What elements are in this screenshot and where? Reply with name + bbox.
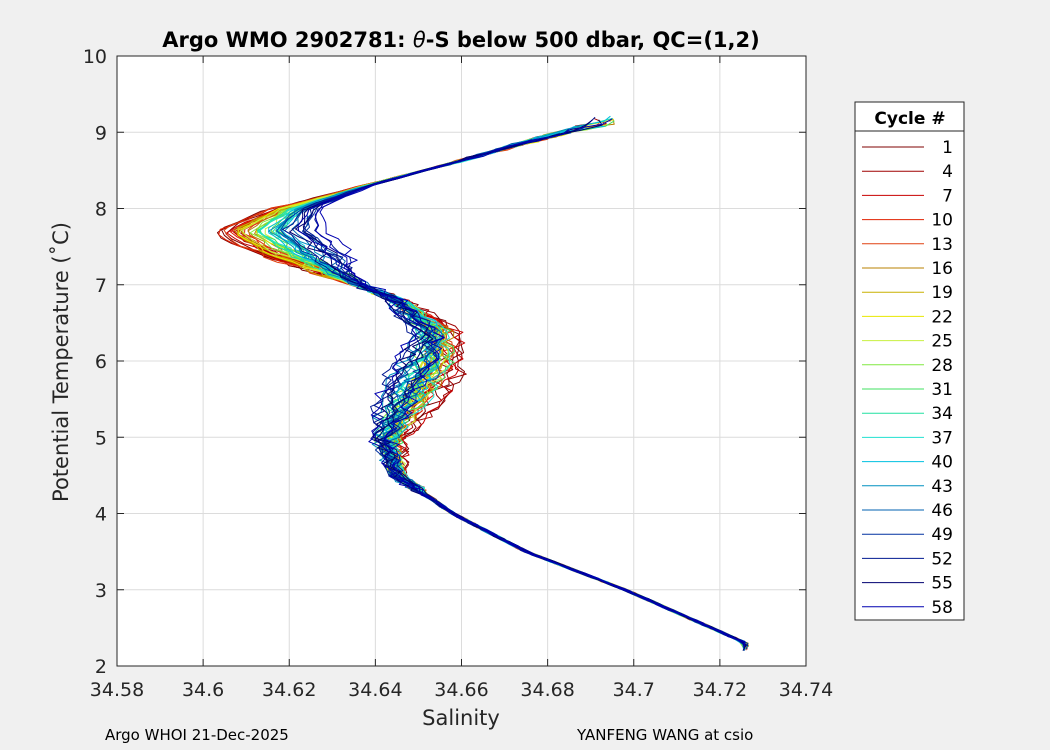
profile-lines: [217, 115, 750, 651]
profile-line-cycle: [297, 139, 746, 648]
x-tick-label: 34.74: [779, 679, 833, 701]
legend-label: 43: [931, 477, 953, 497]
legend-label: 25: [931, 332, 953, 352]
chart-title-prefix: Argo WMO 2902781:: [162, 28, 413, 52]
legend: Cycle # 1 4 7 10 13 16 19 22 25 28 31 34 37 40 43 46 49 5…: [854, 101, 965, 621]
legend-label: 10: [931, 211, 953, 231]
legend-label: 31: [931, 380, 953, 400]
legend-label: 34: [931, 404, 953, 424]
y-tick-label: 2: [95, 656, 107, 678]
x-tick-label: 34.64: [348, 679, 402, 701]
legend-label: 28: [931, 356, 953, 376]
legend-label: 55: [931, 574, 953, 594]
x-tick-label: 34.66: [434, 679, 488, 701]
legend-label: 4: [942, 162, 953, 182]
legend-label: 52: [931, 549, 953, 569]
legend-entries: 1 4 7 10 13 16 19 22 25 28 31 34 37 40 43 46 49 52 55 58: [862, 138, 953, 618]
y-axis-ticks: 2 3 4 5 6 7 8 9 10: [83, 46, 806, 678]
x-tick-label: 34.62: [262, 679, 316, 701]
legend-label: 40: [931, 453, 953, 473]
y-tick-label: 4: [95, 504, 107, 526]
legend-label: 49: [931, 525, 953, 545]
y-tick-label: 7: [95, 275, 107, 297]
x-tick-label: 34.72: [693, 679, 747, 701]
legend-label: 1: [942, 138, 953, 158]
y-tick-label: 6: [95, 351, 107, 373]
chart-title-suffix: -S below 500 dbar, QC=(1,2): [426, 28, 760, 52]
y-tick-label: 8: [95, 199, 107, 221]
x-axis-label: Salinity: [422, 706, 500, 730]
footer-source: Argo WHOI 21-Dec-2025: [105, 726, 289, 744]
legend-label: 16: [931, 259, 953, 279]
y-tick-label: 9: [95, 122, 107, 144]
footer-author: YANFENG WANG at csio: [577, 726, 754, 744]
legend-box: [854, 101, 965, 621]
legend-label: 13: [931, 235, 953, 255]
legend-label: 46: [931, 501, 953, 521]
y-tick-label: 5: [95, 427, 107, 449]
y-axis-label: Potential Temperature (˚C): [49, 222, 73, 502]
x-tick-label: 34.58: [90, 679, 144, 701]
legend-label: 58: [931, 598, 953, 618]
x-tick-label: 34.7: [613, 679, 655, 701]
legend-label: 19: [931, 283, 953, 303]
x-axis-ticks: 34.58 34.6 34.62 34.64 34.66 34.68 34.7 34.72 34…: [90, 56, 833, 701]
y-tick-label: 3: [95, 580, 107, 602]
profile-line-cycle: [314, 118, 746, 643]
legend-title: Cycle #: [874, 109, 945, 129]
x-tick-label: 34.68: [520, 679, 574, 701]
chart-title: Argo WMO 2902781: θ-S below 500 dbar, QC…: [162, 28, 759, 52]
legend-label: 37: [931, 428, 953, 448]
legend-label: 22: [931, 307, 953, 327]
y-tick-label: 10: [83, 46, 107, 68]
legend-label: 7: [942, 186, 953, 206]
chart-title-theta: θ: [413, 28, 426, 52]
x-tick-label: 34.6: [182, 679, 224, 701]
